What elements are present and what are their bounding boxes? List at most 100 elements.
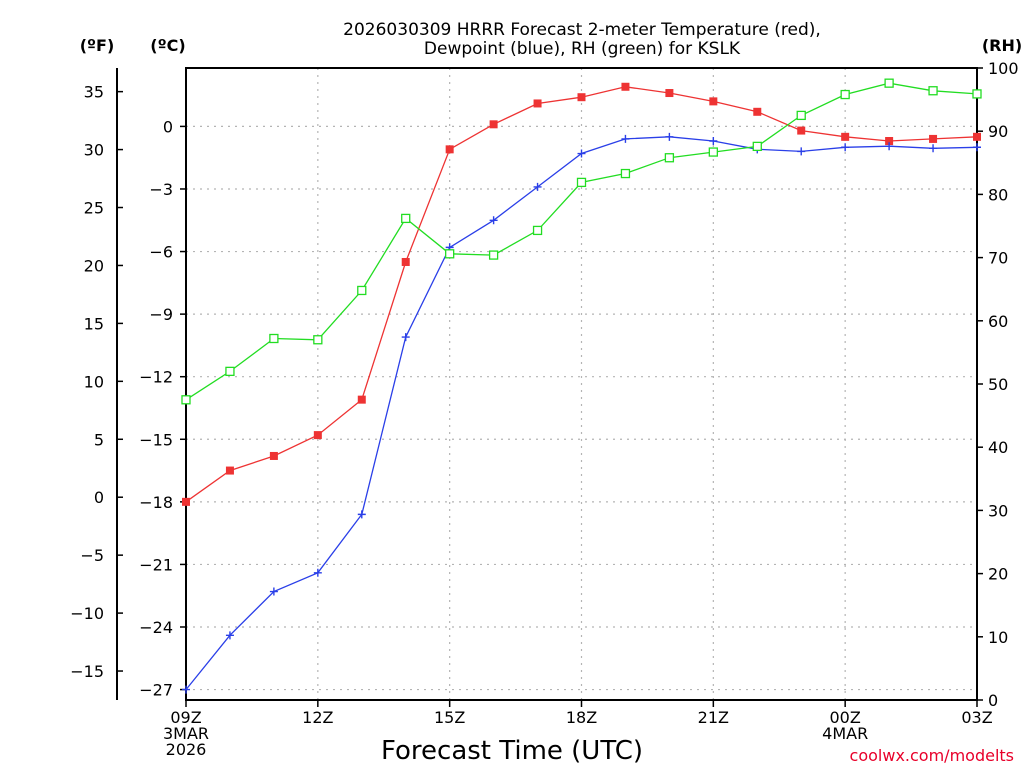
rh-point [313,335,323,345]
rh-tick-label: 10 [988,628,1008,647]
x-tick-label: 09Z [170,708,201,727]
temperature-point [225,466,234,475]
celsius-unit-label: (ºC) [150,36,185,55]
dewpoint-point [709,137,718,146]
rh-point [928,86,938,96]
x-tick-label: 3MAR [163,724,209,743]
fahrenheit-tick-label: 15 [84,314,104,333]
dewpoint-point [489,216,498,225]
source-credit: coolwx.com/modelts [850,746,1014,765]
celsius-ticks: 0 −3 −6 −9 −12 −15 −18 −21 −24 −27 [139,117,186,700]
x-axis-label: Forecast Time (UTC) [381,736,643,766]
data-series [181,78,982,694]
temperature-point [753,107,762,116]
dewpoint-point [182,685,190,694]
x-tick-label: 03Z [961,708,992,727]
x-tick-label: 00Z [830,708,861,727]
temperature-point [445,145,454,154]
x-tick-label: 15Z [434,708,465,727]
rh-unit-label: (RH) [982,36,1022,55]
celsius-tick-label: −21 [139,555,173,574]
dewpoint-point [929,144,938,153]
celsius-tick-label: −27 [139,681,173,700]
dewpoint-line [185,136,978,691]
rh-point [445,249,455,259]
dewpoint-point [973,143,981,152]
temperature-point [489,120,498,129]
fahrenheit-tick-label: −15 [70,662,104,681]
rh-point [708,147,718,157]
x-tick-label: 12Z [302,708,333,727]
rh-tick-label: 50 [988,375,1008,394]
temperature-point [709,97,718,106]
dewpoint-point [665,132,674,141]
grid-lines [186,68,977,700]
rh-tick-label: 80 [988,185,1008,204]
x-tick-label: 21Z [698,708,729,727]
dewpoint-point [401,333,410,342]
rh-tick-label: 70 [988,249,1008,268]
dewpoint-point [225,631,234,640]
dewpoint-point [269,587,278,596]
fahrenheit-tick-label: 5 [94,430,104,449]
temperature-point [841,132,850,141]
rh-line [185,82,978,401]
rh-point [532,225,543,236]
chart-title-line-2: Dewpoint (blue), RH (green) for KSLK [424,39,741,59]
rh-tick-label: 0 [988,691,998,710]
rh-point [884,78,894,88]
temperature-point [533,99,542,108]
celsius-tick-label: −15 [139,430,173,449]
rh-point [401,213,411,224]
rh-point [225,366,235,377]
temperature-point [577,93,586,102]
x-tick-label: 4MAR [822,724,868,743]
celsius-tick-label: −3 [149,180,173,199]
fahrenheit-tick-label: 0 [94,488,104,507]
celsius-tick-label: 0 [163,117,173,136]
dewpoint-point [357,510,366,519]
dewpoint-point [313,568,322,577]
rh-point [488,250,499,260]
celsius-tick-label: −12 [139,368,173,387]
rh-point [972,89,982,99]
dewpoint-point [841,143,850,152]
temperature-point [182,497,190,506]
rh-tick-label: 90 [988,122,1008,141]
temperature-point [797,126,806,135]
rh-point [796,110,806,121]
dewpoint-point [577,149,586,158]
fahrenheit-tick-label: −5 [80,546,104,565]
rh-point [181,395,191,405]
dewpoint-point [885,142,894,151]
temperature-point [313,431,322,440]
fahrenheit-tick-label: 20 [84,256,104,275]
rh-point [620,168,631,179]
dewpoint-point [533,182,542,191]
temperature-point [269,451,278,460]
temperature-point [357,395,366,404]
fahrenheit-tick-label: −10 [70,604,104,623]
rh-tick-label: 40 [988,438,1008,457]
rh-point [840,89,850,100]
temperature-point [665,89,674,98]
rh-tick-label: 20 [988,565,1008,584]
temperature-point [885,137,894,146]
temperature-point [401,257,410,266]
temperature-point [929,134,938,143]
temperature-point [973,132,981,141]
chart-title-line-1: 2026030309 HRRR Forecast 2-meter Tempera… [343,20,821,40]
rh-point [357,285,367,296]
celsius-tick-label: −24 [139,618,173,637]
fahrenheit-tick-label: 10 [84,372,104,391]
dewpoint-point [797,147,806,156]
rh-tick-label: 60 [988,312,1008,331]
rh-tick-label: 100 [988,59,1019,78]
fahrenheit-tick-label: 25 [84,199,104,218]
rh-point [269,333,279,344]
temperature-point [621,82,630,91]
x-tick-label: 18Z [566,708,597,727]
